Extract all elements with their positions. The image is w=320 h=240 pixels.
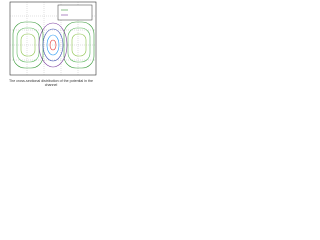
figure-caption: The cross-sectional distribution of the …	[9, 79, 93, 88]
legend-box	[57, 4, 93, 21]
contours	[12, 21, 95, 69]
figure	[9, 1, 97, 76]
page: The cross-sectional distribution of the …	[0, 0, 100, 91]
